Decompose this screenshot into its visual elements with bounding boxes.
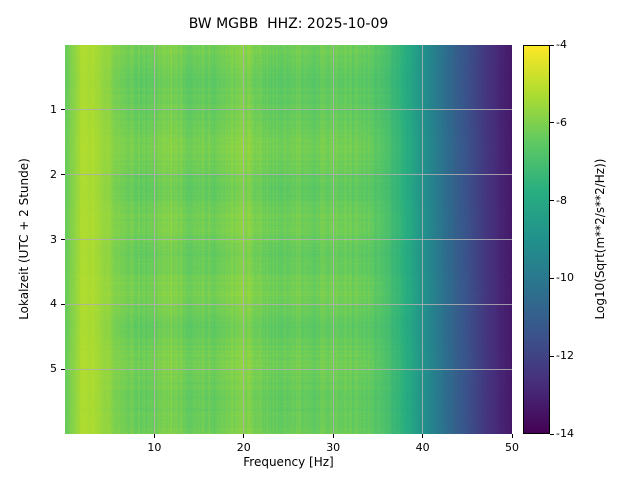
colorbar-tick-label: -6: [556, 115, 567, 129]
spectrogram-canvas: [65, 45, 512, 434]
x-tick-mark: [243, 434, 245, 438]
colorbar-tick-mark: [550, 277, 554, 279]
y-tick-label: 3: [50, 232, 57, 246]
y-tick-mark: [61, 109, 65, 111]
x-tick-label: 40: [415, 441, 430, 454]
chart-title: BW MGBB HHZ: 2025-10-09: [188, 16, 389, 32]
y-tick-label: 4: [50, 297, 57, 311]
x-tick-mark: [511, 434, 513, 438]
colorbar-tick-mark: [550, 200, 554, 202]
y-tick-mark: [61, 174, 65, 176]
plot-area: [65, 45, 512, 434]
x-tick-label: 20: [236, 441, 251, 454]
colorbar-tick-mark: [550, 44, 554, 46]
colorbar-tick-label: -10: [556, 271, 574, 285]
x-tick-label: 50: [505, 441, 519, 454]
colorbar-tick-mark: [550, 355, 554, 357]
y-tick-label: 5: [50, 362, 57, 376]
colorbar-gradient: [523, 45, 550, 434]
colorbar-tick-label: -12: [556, 349, 574, 363]
colorbar-tick-label: -14: [556, 427, 574, 440]
x-tick-label: 10: [147, 441, 162, 454]
y-tick-mark: [61, 368, 65, 370]
colorbar-tick-mark: [550, 122, 554, 124]
y-axis-label: Lokalzeit (UTC + 2 Stunde): [17, 158, 31, 320]
y-tick-mark: [61, 303, 65, 305]
x-tick-mark: [332, 434, 334, 438]
colorbar-label: Log10(Sqrt(m**2/s**2/Hz)): [593, 158, 607, 320]
y-tick-label: 1: [50, 102, 57, 116]
colorbar-tick-mark: [550, 433, 554, 435]
x-axis-label: Frequency [Hz]: [243, 455, 334, 469]
x-tick-label: 30: [326, 441, 341, 454]
colorbar-tick-label: -8: [556, 193, 567, 207]
y-tick-label: 2: [50, 167, 57, 181]
y-tick-mark: [61, 239, 65, 240]
x-tick-mark: [153, 434, 155, 438]
colorbar-tick-label: -4: [556, 38, 567, 51]
x-tick-mark: [422, 434, 424, 438]
